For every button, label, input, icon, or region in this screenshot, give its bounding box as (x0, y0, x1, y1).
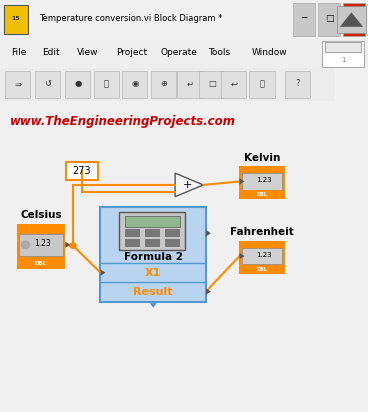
Bar (325, 42, 361, 52)
FancyBboxPatch shape (242, 248, 282, 265)
FancyBboxPatch shape (165, 229, 180, 236)
Text: 1: 1 (341, 57, 345, 63)
Text: ↺: ↺ (45, 79, 52, 88)
FancyBboxPatch shape (177, 70, 203, 98)
Text: ⏸: ⏸ (104, 79, 109, 88)
Text: X1: X1 (145, 268, 162, 278)
Polygon shape (206, 288, 211, 295)
Text: 1.23: 1.23 (256, 177, 272, 183)
Text: 15: 15 (11, 16, 20, 21)
FancyBboxPatch shape (151, 70, 176, 98)
Text: 1.23: 1.23 (34, 239, 51, 248)
Text: ×: × (350, 14, 358, 23)
Text: ●: ● (74, 79, 82, 88)
FancyBboxPatch shape (125, 216, 180, 227)
Text: ↵: ↵ (187, 79, 194, 88)
Text: Edit: Edit (42, 49, 60, 58)
Text: DBL: DBL (256, 267, 268, 272)
Text: Project: Project (116, 49, 147, 58)
FancyBboxPatch shape (221, 70, 246, 98)
Text: Celsius: Celsius (20, 210, 62, 220)
FancyBboxPatch shape (318, 3, 340, 36)
Text: ◉: ◉ (131, 79, 139, 88)
Polygon shape (240, 253, 244, 259)
FancyBboxPatch shape (5, 70, 30, 98)
Text: 🔍: 🔍 (260, 79, 265, 88)
Text: Formula 2: Formula 2 (124, 252, 183, 262)
Text: www.TheEngineeringProjects.com: www.TheEngineeringProjects.com (10, 115, 236, 128)
FancyBboxPatch shape (293, 3, 315, 36)
Text: ↩: ↩ (230, 79, 237, 88)
FancyBboxPatch shape (250, 70, 275, 98)
Text: □: □ (325, 14, 333, 23)
Polygon shape (340, 12, 363, 27)
FancyBboxPatch shape (145, 239, 160, 246)
Text: ⊕: ⊕ (160, 79, 167, 88)
FancyBboxPatch shape (19, 258, 63, 267)
Polygon shape (206, 230, 211, 236)
Text: Result: Result (134, 287, 173, 297)
FancyBboxPatch shape (199, 70, 224, 98)
FancyBboxPatch shape (343, 3, 365, 36)
FancyBboxPatch shape (100, 207, 206, 302)
Polygon shape (175, 173, 203, 197)
Text: DBL: DBL (35, 260, 47, 266)
FancyBboxPatch shape (122, 70, 147, 98)
Text: ⇒: ⇒ (14, 79, 21, 88)
FancyBboxPatch shape (125, 229, 140, 236)
Text: □: □ (208, 79, 216, 88)
Text: +: + (183, 180, 192, 190)
FancyBboxPatch shape (242, 173, 282, 190)
Text: Operate: Operate (160, 49, 197, 58)
FancyBboxPatch shape (242, 265, 282, 272)
Text: 273: 273 (73, 166, 91, 176)
FancyBboxPatch shape (240, 166, 284, 199)
Text: Window: Window (252, 49, 288, 58)
FancyBboxPatch shape (336, 6, 366, 33)
FancyBboxPatch shape (145, 229, 160, 236)
Circle shape (21, 241, 29, 248)
Text: Fahrenheit: Fahrenheit (230, 227, 294, 237)
Polygon shape (100, 269, 106, 276)
FancyBboxPatch shape (35, 70, 60, 98)
FancyBboxPatch shape (94, 70, 119, 98)
Text: ─: ─ (301, 14, 307, 23)
Bar (325, 42, 361, 52)
Text: Kelvin: Kelvin (244, 152, 280, 162)
FancyBboxPatch shape (284, 70, 310, 98)
FancyBboxPatch shape (165, 239, 180, 246)
Text: 1.23: 1.23 (256, 252, 272, 258)
FancyBboxPatch shape (322, 41, 364, 67)
FancyBboxPatch shape (240, 241, 284, 274)
FancyBboxPatch shape (17, 224, 65, 269)
FancyBboxPatch shape (19, 234, 63, 256)
Polygon shape (240, 178, 244, 185)
Polygon shape (65, 242, 70, 248)
FancyBboxPatch shape (125, 239, 140, 246)
FancyBboxPatch shape (242, 190, 282, 198)
FancyBboxPatch shape (65, 70, 91, 98)
Text: Tools: Tools (208, 49, 230, 58)
Text: ?: ? (295, 79, 300, 88)
Text: Temperature conversion.vi Block Diagram *: Temperature conversion.vi Block Diagram … (39, 14, 222, 23)
FancyBboxPatch shape (4, 5, 28, 35)
Text: View: View (77, 49, 99, 58)
Text: File: File (11, 49, 26, 58)
Text: DBL: DBL (256, 192, 268, 197)
FancyBboxPatch shape (66, 162, 98, 180)
Circle shape (70, 243, 76, 248)
FancyBboxPatch shape (120, 213, 185, 250)
Polygon shape (150, 303, 156, 308)
